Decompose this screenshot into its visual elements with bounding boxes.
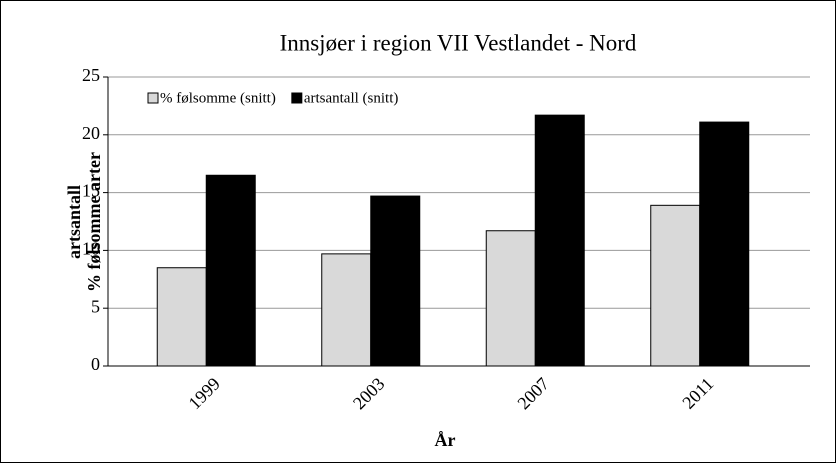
bar [370, 195, 421, 367]
legend-swatch [147, 92, 159, 104]
y-tick-label: 5 [91, 296, 100, 316]
bar [485, 230, 536, 367]
bar [534, 114, 585, 367]
y-tick-label: 10 [82, 239, 100, 259]
x-axis-label: År [435, 430, 456, 450]
y-tick-label: 20 [82, 123, 100, 143]
legend-label: artsantall (snitt) [304, 90, 399, 106]
chart-title: Innsjøer i region VII Vestlandet - Nord [280, 30, 637, 55]
bar [699, 121, 750, 367]
bar [650, 204, 701, 367]
bar [321, 253, 372, 367]
legend-swatch [291, 92, 303, 104]
y-tick-label: 0 [91, 354, 100, 374]
y-tick-label: 25 [82, 65, 100, 85]
bar [205, 174, 256, 367]
bar [156, 267, 207, 367]
y-tick-label: 15 [82, 181, 100, 201]
y-axis-label: artsantall [64, 185, 84, 259]
y-axis-label: % følsomme arter [84, 152, 104, 292]
legend-label: % følsomme (snitt) [160, 90, 276, 106]
